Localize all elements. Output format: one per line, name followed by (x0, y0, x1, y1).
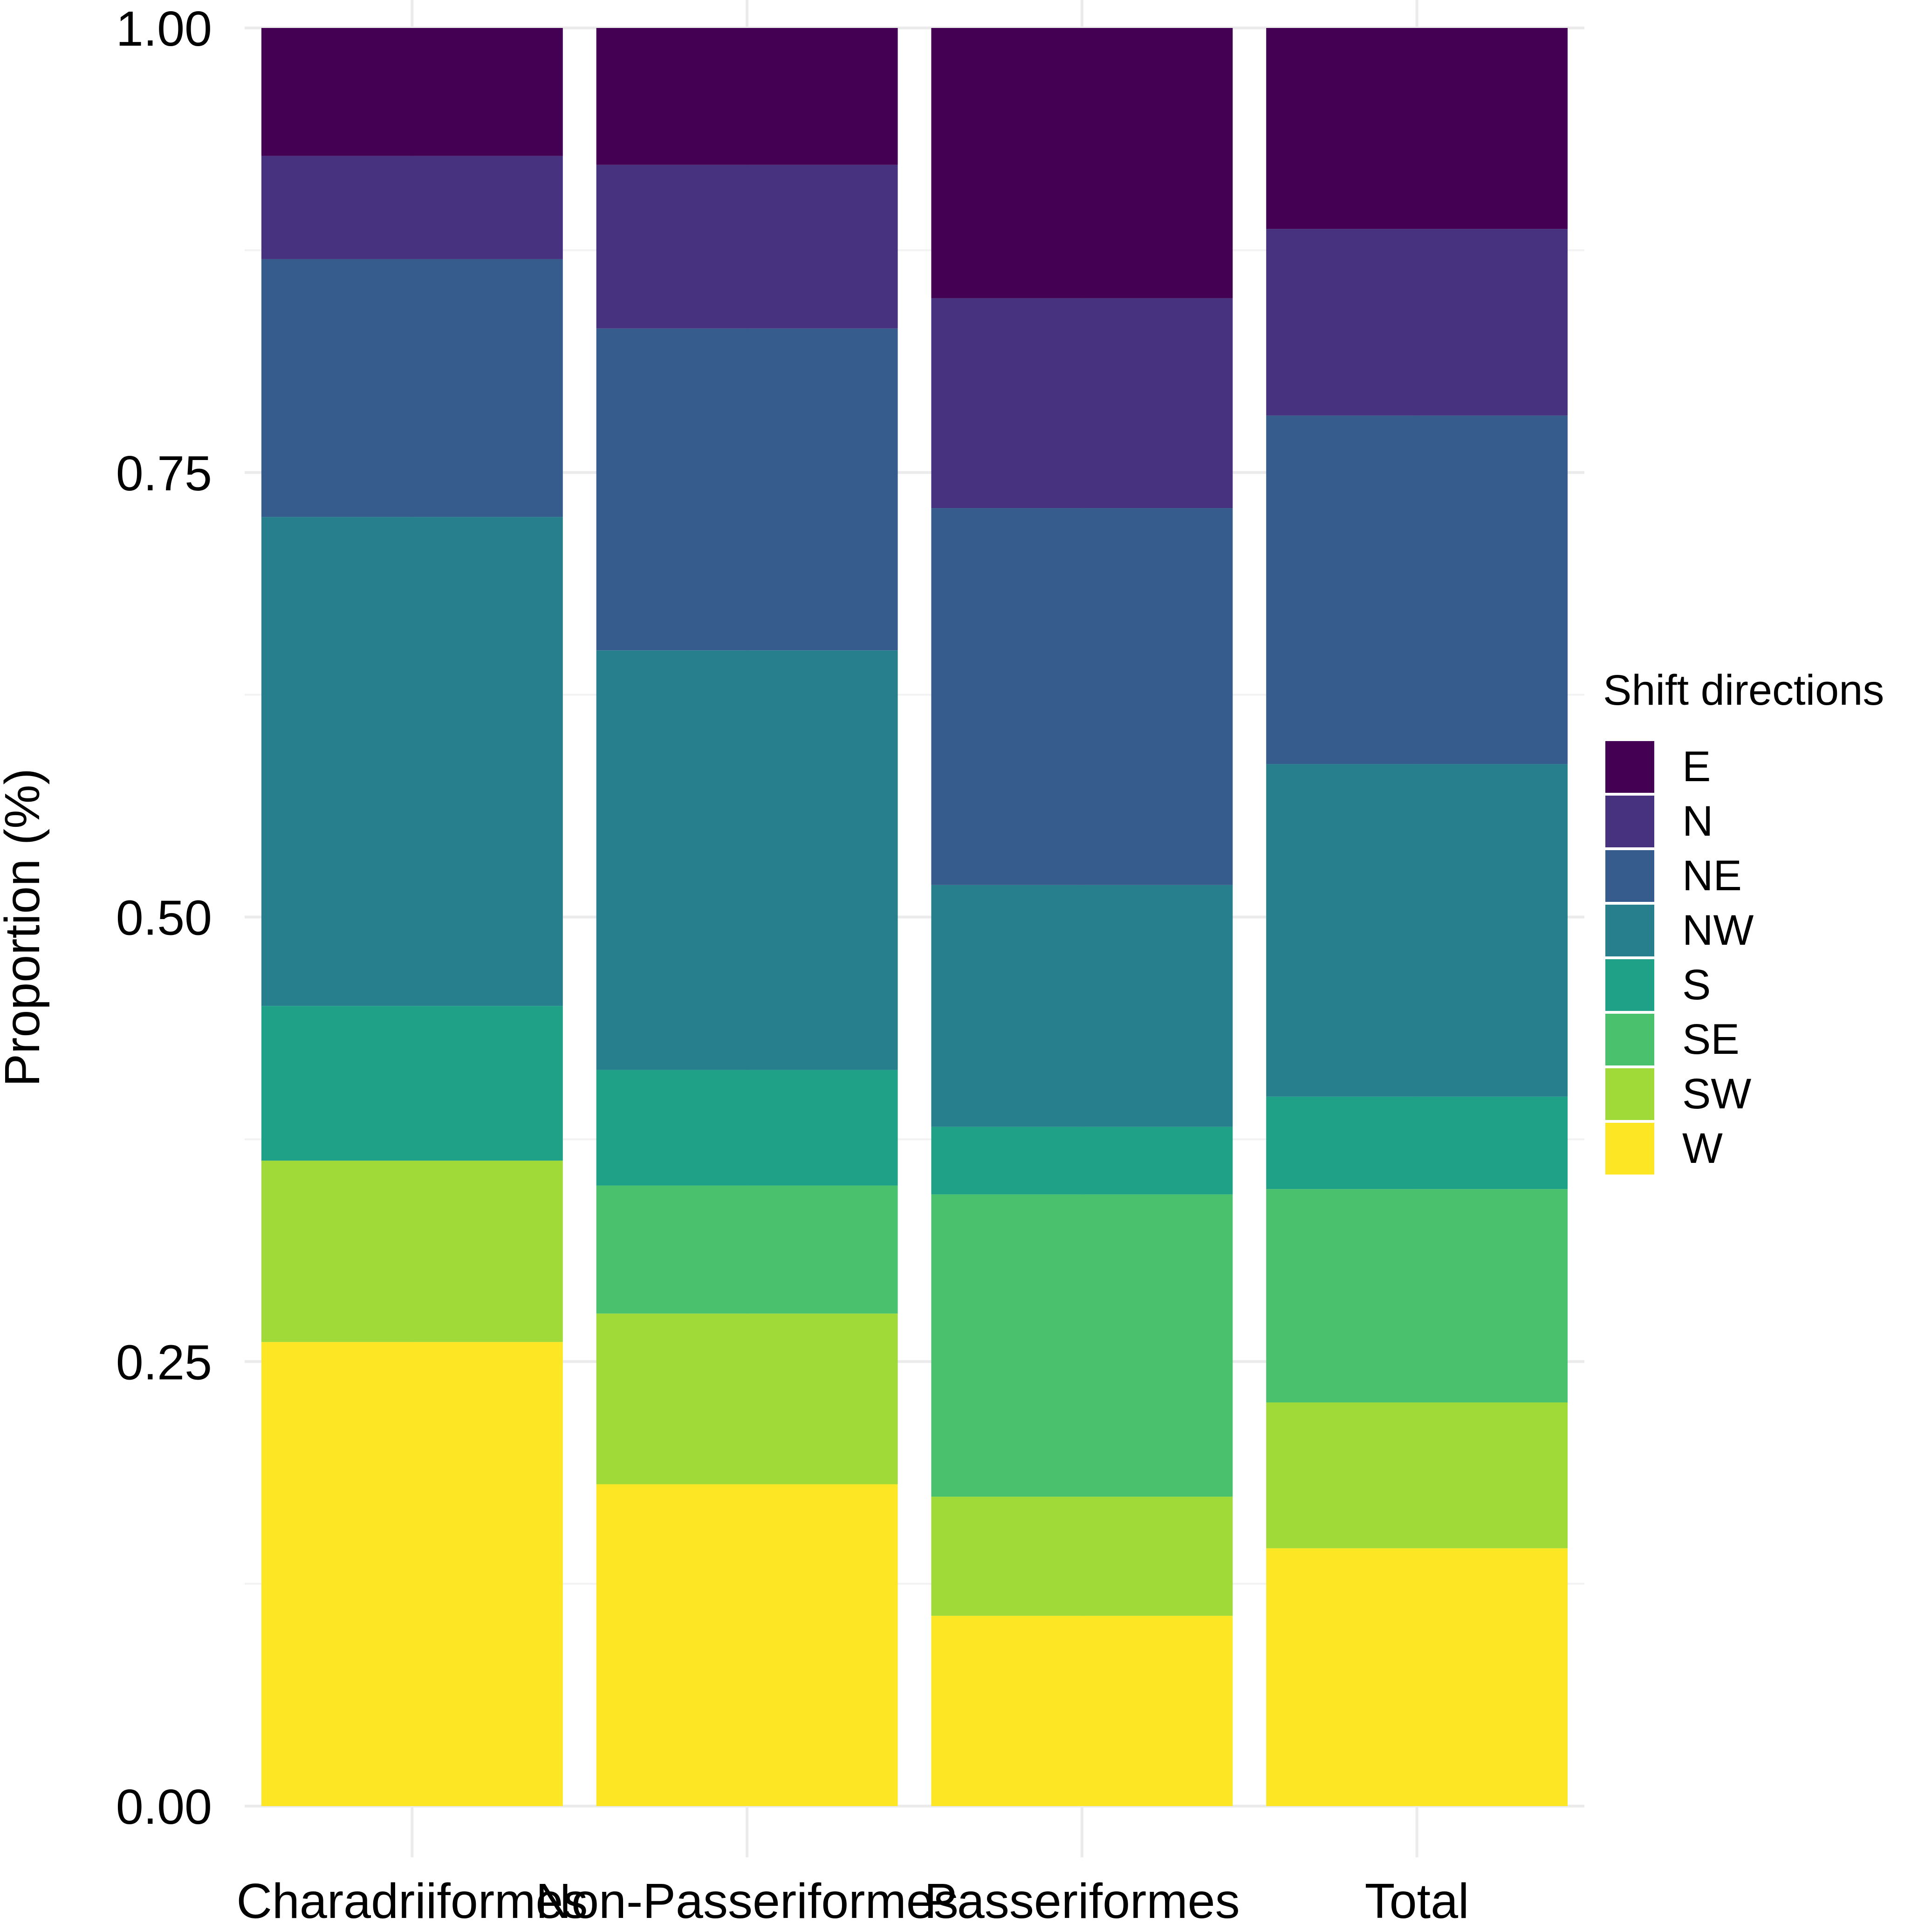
bar-segment-e (931, 28, 1233, 298)
bar-segment-s (596, 1070, 898, 1186)
legend-label-ne: NE (1682, 852, 1742, 900)
bar-segment-ne (931, 508, 1233, 885)
legend-key-e (1605, 741, 1654, 793)
y-tick-label: 0.75 (116, 446, 212, 501)
bar-segment-w (1266, 1548, 1568, 1806)
y-tick-label: 1.00 (116, 1, 212, 56)
legend: Shift directions EN NE NW S SE SW W (1603, 667, 1884, 1175)
legend-label-sw: SW (1682, 1070, 1751, 1118)
legend-key-sw (1605, 1068, 1654, 1120)
y-axis-tick-labels: 0.00 0.25 0.50 0.75 1.00 (116, 1, 212, 1835)
legend-label-s: S (1682, 961, 1711, 1009)
bar-segment-w (596, 1484, 898, 1806)
bar-segment-sw (1266, 1402, 1568, 1548)
legend-title: Shift directions (1603, 667, 1884, 714)
bar-segment-n (261, 156, 563, 259)
x-tick-label: Non-Passeriformes (536, 1874, 959, 1924)
bar-segment-s (931, 1127, 1233, 1195)
bar-segment-ne (596, 328, 898, 651)
legend-label-n: N (1682, 797, 1713, 845)
bar-segment-sw (261, 1161, 563, 1342)
x-tick-label: Passeriformes (924, 1874, 1240, 1924)
x-tick-label: Total (1365, 1874, 1469, 1924)
legend-key-w (1605, 1123, 1654, 1175)
legend-label-e: E (1682, 743, 1711, 790)
bar-segment-e (261, 28, 563, 156)
legend-label-w: W (1682, 1125, 1723, 1172)
bar-segment-se (1266, 1189, 1568, 1402)
legend-key-se (1605, 1014, 1654, 1065)
y-tick-label: 0.25 (116, 1335, 212, 1390)
bar-segment-w (261, 1342, 563, 1806)
bar-segment-nw (931, 885, 1233, 1127)
bar-segment-e (596, 28, 898, 165)
legend-key-ne (1605, 850, 1654, 902)
x-tick-label: Charadriiformes (236, 1874, 588, 1924)
legend-label-se: SE (1682, 1016, 1740, 1063)
bar-segment-w (931, 1615, 1233, 1806)
y-tick-label: 0.00 (116, 1780, 212, 1835)
bar-segment-nw (261, 517, 563, 1006)
bar-segment-s (1266, 1096, 1568, 1189)
bar-segment-e (1266, 28, 1568, 229)
y-axis-title: Proportion (%) (0, 768, 50, 1086)
bar-segment-se (596, 1185, 898, 1314)
bar-stacks (261, 28, 1568, 1806)
bar-segment-nw (1266, 764, 1568, 1097)
legend-key-s (1605, 959, 1654, 1011)
legend-items: EN NE NW S SE SW W (1605, 741, 1754, 1175)
bar-segment-s (261, 1006, 563, 1161)
bar-segment-ne (1266, 415, 1568, 764)
bar-segment-se (931, 1194, 1233, 1497)
bar-segment-n (931, 298, 1233, 508)
legend-key-nw (1605, 905, 1654, 956)
bar-segment-n (1266, 229, 1568, 416)
y-tick-label: 0.50 (116, 891, 212, 946)
legend-key-n (1605, 796, 1654, 847)
legend-label-nw: NW (1682, 907, 1754, 954)
bar-segment-nw (596, 650, 898, 1070)
bar-segment-n (596, 165, 898, 329)
bar-segment-ne (261, 259, 563, 517)
bar-segment-sw (931, 1497, 1233, 1616)
x-axis-tick-labels: CharadriiformesNon-PasseriformesPasserif… (236, 1874, 1469, 1924)
bar-segment-sw (596, 1313, 898, 1484)
